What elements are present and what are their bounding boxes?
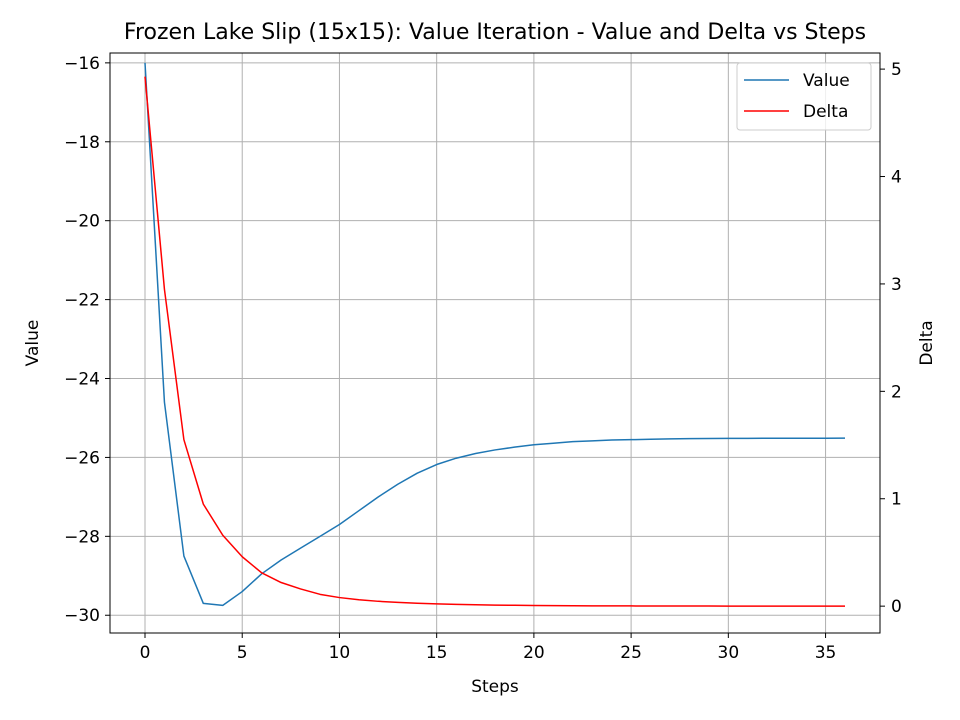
x-tick-label: 20 bbox=[523, 643, 545, 663]
x-tick-label: 35 bbox=[815, 643, 837, 663]
grid bbox=[110, 53, 880, 633]
x-tick-label: 5 bbox=[237, 643, 248, 663]
x-tick-label: 15 bbox=[426, 643, 448, 663]
y-tick-label: −26 bbox=[64, 448, 100, 468]
y2-tick-label: 2 bbox=[891, 382, 902, 402]
legend-label-delta: Delta bbox=[803, 102, 848, 122]
chart-title: Frozen Lake Slip (15x15): Value Iteratio… bbox=[124, 20, 866, 45]
y-tick-label: −16 bbox=[64, 54, 100, 74]
y2-tick-label: 3 bbox=[891, 275, 902, 295]
series-line-value bbox=[144, 62, 846, 607]
y-axis-left: −16 −18 −20 −22 −24 −26 −28 −30 bbox=[64, 54, 110, 626]
legend-label-value: Value bbox=[803, 71, 850, 91]
plot-frame bbox=[109, 52, 881, 634]
y-tick-label: −18 bbox=[64, 133, 100, 153]
series-line-delta bbox=[144, 76, 845, 607]
x-tick-label: 10 bbox=[329, 643, 351, 663]
y-axis-label: Value bbox=[23, 320, 43, 367]
y2-tick-label: 1 bbox=[891, 490, 902, 510]
x-tick-label: 25 bbox=[620, 643, 642, 663]
y-tick-label: −22 bbox=[64, 291, 100, 311]
y-tick-label: −28 bbox=[64, 527, 100, 547]
y2-tick-label: 4 bbox=[891, 168, 902, 188]
x-axis-label: Steps bbox=[471, 677, 519, 697]
y2-tick-label: 5 bbox=[891, 60, 902, 80]
y2-tick-label: 0 bbox=[891, 597, 902, 617]
x-tick-label: 30 bbox=[718, 643, 740, 663]
y-tick-label: −24 bbox=[64, 370, 100, 390]
x-tick-label: 0 bbox=[140, 643, 151, 663]
y-axis-right: 0 1 2 3 4 5 bbox=[880, 60, 902, 617]
y-tick-label: −30 bbox=[64, 606, 100, 626]
series-lines bbox=[144, 62, 846, 607]
y2-axis-label: Delta bbox=[917, 320, 937, 365]
y-tick-label: −20 bbox=[64, 212, 100, 232]
legend: Value Delta bbox=[736, 62, 872, 131]
x-axis: 0 5 10 15 20 25 30 35 bbox=[140, 633, 837, 663]
